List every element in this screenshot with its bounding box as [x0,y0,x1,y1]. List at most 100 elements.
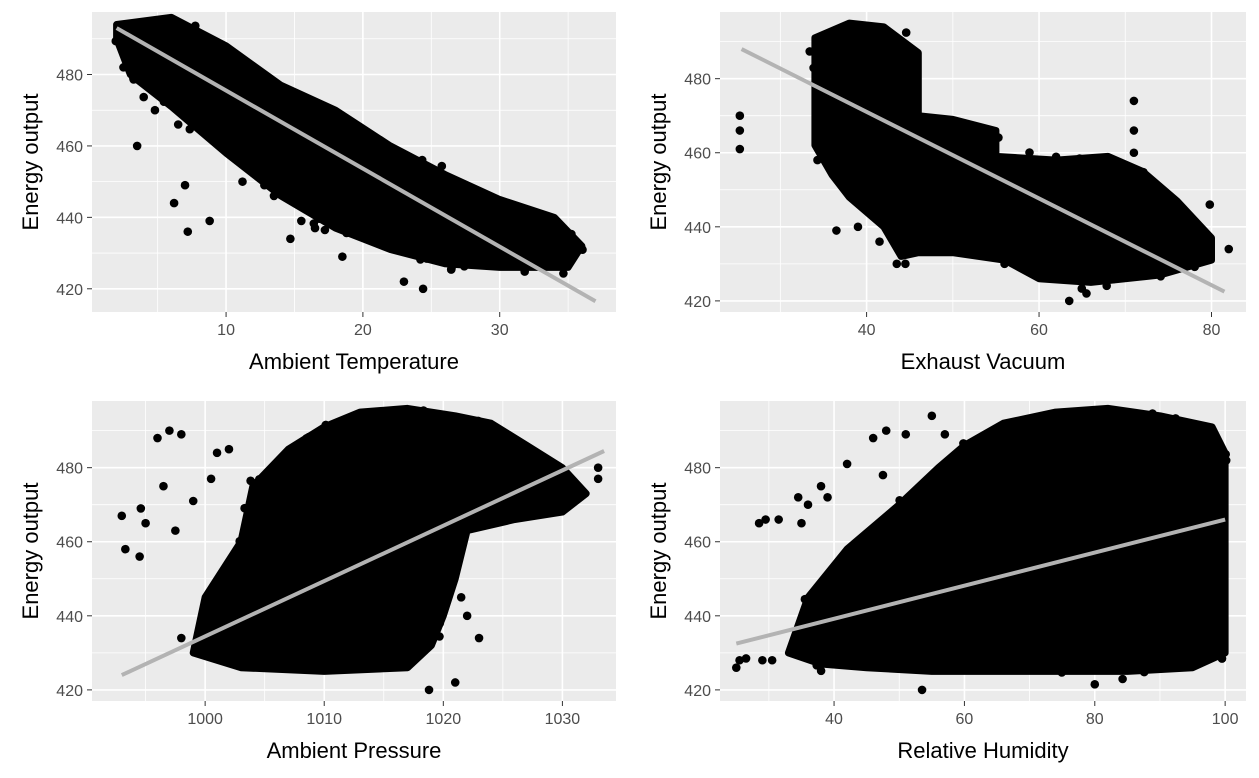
data-point [1199,250,1209,260]
data-point [385,637,395,647]
data-point [390,215,400,225]
data-point [1048,617,1057,627]
data-point [731,663,741,672]
data-point [450,242,460,251]
data-point [253,170,263,179]
data-point [148,63,158,73]
data-point [169,198,179,208]
data-point [1038,590,1048,599]
data-point [311,606,321,615]
data-point [884,193,894,202]
data-point [456,247,466,256]
data-point [444,253,453,263]
data-point [520,267,529,276]
data-point [1147,482,1157,492]
data-point [910,210,919,220]
data-point [879,31,889,41]
data-point [1172,439,1182,448]
data-point [390,653,399,662]
data-point [495,230,505,240]
data-point [445,556,454,566]
data-point [1072,507,1082,517]
data-point [953,120,963,130]
data-point [869,45,879,54]
data-point [1085,628,1094,637]
data-point [476,463,486,473]
data-point [1080,427,1090,436]
data-point [877,132,887,141]
data-point [1155,522,1165,532]
data-point [862,100,871,109]
data-point [224,444,234,454]
data-point [1093,498,1102,507]
data-point [1214,461,1223,471]
data-point [923,146,932,155]
data-point [366,568,375,578]
y-tick-label: 440 [56,609,83,626]
data-point [132,141,142,151]
data-point [324,137,334,146]
data-point [875,237,884,246]
data-point [311,128,321,138]
data-point [499,513,508,523]
data-point [193,38,203,48]
data-points [117,404,603,695]
data-point [1069,229,1079,239]
data-point [1171,414,1180,423]
data-point [339,141,349,150]
data-point [861,172,871,182]
data-point [141,518,150,528]
data-point [262,118,272,128]
data-point [216,619,225,628]
x-tick-label: 1000 [187,711,223,728]
data-point [496,220,505,229]
data-point [547,460,557,470]
data-point [450,478,460,488]
data-point [846,153,856,162]
data-point [173,120,183,129]
data-point [472,488,481,498]
data-point [735,144,745,154]
data-point [823,492,832,502]
data-point [285,544,295,553]
x-tick-label: 1010 [306,711,342,728]
data-point [171,526,180,535]
data-point [975,203,984,213]
x-tick-label: 1030 [545,711,581,728]
data-point [420,590,429,600]
data-point [474,633,484,643]
data-point [1173,451,1182,461]
y-tick-label: 440 [56,210,83,227]
data-point [265,163,275,173]
data-point [1217,654,1227,663]
data-point [928,509,938,519]
data-point [1201,562,1211,571]
data-point [1136,654,1145,664]
data-point [364,231,373,240]
data-point [1029,462,1038,472]
data-point [1124,617,1133,627]
data-point [380,490,390,500]
data-point [830,42,840,51]
data-point [1077,476,1087,486]
data-point [896,557,906,567]
data-point [205,43,214,53]
data-point [558,225,567,235]
data-point [1051,152,1061,162]
data-point [1000,566,1010,575]
data-point [265,655,275,665]
data-point [507,228,517,237]
data-point [1023,172,1032,181]
x-axis-title: Exhaust Vacuum [901,349,1066,374]
data-point [350,483,360,493]
data-point [330,583,339,593]
data-point [356,590,366,600]
data-point [1081,414,1091,424]
data-point [271,608,281,617]
data-point [279,627,288,636]
data-point [1172,248,1182,257]
data-point [1055,250,1064,260]
data-point [908,49,917,59]
data-point [1172,639,1181,649]
data-point [337,210,346,220]
